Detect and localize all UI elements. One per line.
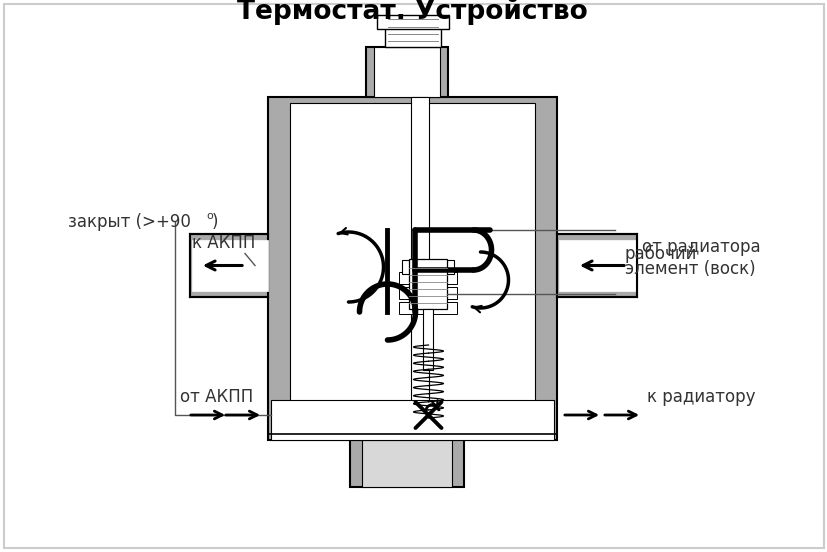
Bar [374,47,439,97]
Bar [399,302,457,314]
Bar [189,234,268,297]
Bar [402,260,454,274]
Bar [399,287,457,299]
Text: элемент (воск): элемент (воск) [624,260,755,278]
Bar [289,103,534,434]
Text: Термостат. Устройство: Термостат. Устройство [237,0,587,25]
Text: к радиатору: к радиатору [646,388,754,406]
Bar [192,240,268,291]
Bar [411,97,429,420]
Bar [558,240,636,291]
Text: ): ) [212,213,218,231]
Bar [268,97,557,440]
Bar [409,259,447,309]
Bar [361,440,452,487]
Text: от АКПП: от АКПП [179,388,253,406]
Text: закрыт (>+90: закрыт (>+90 [68,213,191,231]
Bar [270,400,553,440]
Bar [350,440,463,487]
Text: o: o [206,211,213,221]
Bar [423,309,433,370]
Bar [376,15,448,29]
Text: к АКПП: к АКПП [192,235,255,252]
Bar [557,234,636,297]
Bar [399,272,457,284]
Text: рабочий: рабочий [624,245,696,263]
Bar [366,47,447,97]
Bar [385,17,441,47]
Text: от радиатора: от радиатора [641,238,760,257]
